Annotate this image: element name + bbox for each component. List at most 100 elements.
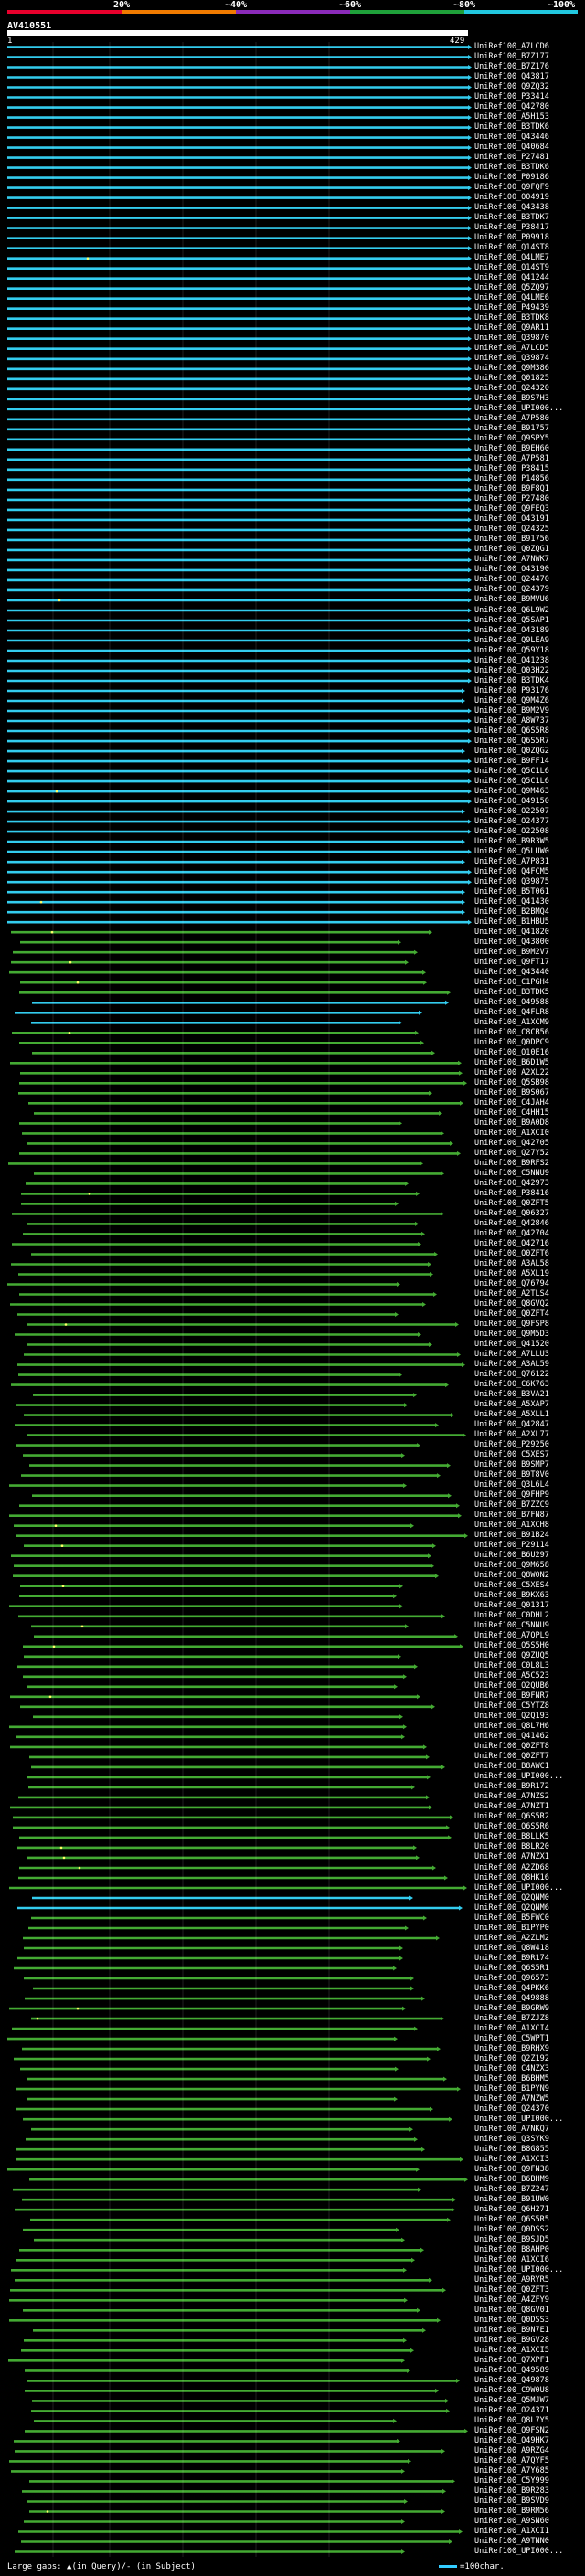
hit-label[interactable]: UniRef100_Q9M5D3 bbox=[474, 1330, 549, 1339]
hit-label[interactable]: UniRef100_Q42973 bbox=[474, 1178, 549, 1188]
hit-label[interactable]: UniRef100_C8CB56 bbox=[474, 1027, 549, 1037]
hit-label[interactable]: UniRef100_B8LLK5 bbox=[474, 1832, 549, 1842]
hit-label[interactable]: UniRef100_UPI000... bbox=[474, 1882, 564, 1892]
hit-label[interactable]: UniRef100_Q2Q193 bbox=[474, 1712, 549, 1722]
hit-label[interactable]: UniRef100_Q39874 bbox=[474, 354, 549, 364]
hit-label[interactable]: UniRef100_Q6S5R1 bbox=[474, 1963, 549, 1973]
hit-label[interactable]: UniRef100_Q49878 bbox=[474, 2375, 549, 2385]
hit-label[interactable]: UniRef100_Q39875 bbox=[474, 876, 549, 886]
hit-label[interactable]: UniRef100_P38416 bbox=[474, 1188, 549, 1198]
hit-label[interactable]: UniRef100_C5XES4 bbox=[474, 1581, 549, 1591]
hit-label[interactable]: UniRef100_UPI000... bbox=[474, 2114, 564, 2124]
hit-label[interactable]: UniRef100_O49588 bbox=[474, 997, 549, 1007]
hit-label[interactable]: UniRef100_Q5C1L6 bbox=[474, 776, 549, 786]
hit-label[interactable]: UniRef100_Q14ST8 bbox=[474, 243, 549, 253]
hit-label[interactable]: UniRef100_Q6S5R2 bbox=[474, 1812, 549, 1822]
hit-label[interactable]: UniRef100_C5NNU9 bbox=[474, 1621, 549, 1631]
hit-label[interactable]: UniRef100_C6K763 bbox=[474, 1380, 549, 1390]
hit-label[interactable]: UniRef100_B9F8Q1 bbox=[474, 484, 549, 494]
hit-label[interactable]: UniRef100_Q4PKK6 bbox=[474, 1983, 549, 1993]
hit-label[interactable]: UniRef100_Q76122 bbox=[474, 1370, 549, 1380]
hit-label[interactable]: UniRef100_A7NWK7 bbox=[474, 555, 549, 565]
hit-label[interactable]: UniRef100_B9GV28 bbox=[474, 2335, 549, 2345]
hit-label[interactable]: UniRef100_Q0ZFT5 bbox=[474, 1198, 549, 1208]
hit-label[interactable]: UniRef100_Q4LME7 bbox=[474, 253, 549, 263]
hit-label[interactable]: UniRef100_Q06327 bbox=[474, 1208, 549, 1218]
hit-label[interactable]: UniRef100_A9RYR5 bbox=[474, 2274, 549, 2284]
hit-label[interactable]: UniRef100_B91B24 bbox=[474, 1531, 549, 1541]
hit-label[interactable]: UniRef100_C5WPT1 bbox=[474, 2033, 549, 2043]
hit-label[interactable]: UniRef100_A5C523 bbox=[474, 1671, 549, 1681]
hit-label[interactable]: UniRef100_B9FF14 bbox=[474, 756, 549, 766]
hit-label[interactable]: UniRef100_C4NZX3 bbox=[474, 2063, 549, 2073]
hit-label[interactable]: UniRef100_Q40684 bbox=[474, 143, 549, 153]
hit-label[interactable]: UniRef100_B9EH60 bbox=[474, 444, 549, 454]
hit-label[interactable]: UniRef100_Q8HK16 bbox=[474, 1872, 549, 1882]
hit-label[interactable]: UniRef100_Q8GV01 bbox=[474, 2305, 549, 2315]
hit-label[interactable]: UniRef100_C4JAH4 bbox=[474, 1097, 549, 1108]
hit-label[interactable]: UniRef100_O49150 bbox=[474, 796, 549, 806]
hit-label[interactable]: UniRef100_Q9FSN2 bbox=[474, 2425, 549, 2435]
hit-label[interactable]: UniRef100_A4ZFY9 bbox=[474, 2295, 549, 2305]
hit-label[interactable]: UniRef100_Q5C1L6 bbox=[474, 766, 549, 776]
hit-label[interactable]: UniRef100_C9W0U8 bbox=[474, 2385, 549, 2395]
hit-label[interactable]: UniRef100_Q9M4Z6 bbox=[474, 695, 549, 705]
hit-label[interactable]: UniRef100_A2XL77 bbox=[474, 1430, 549, 1440]
hit-label[interactable]: UniRef100_B5T061 bbox=[474, 886, 549, 896]
hit-label[interactable]: UniRef100_UPI000... bbox=[474, 404, 564, 414]
hit-label[interactable]: UniRef100_Q24379 bbox=[474, 585, 549, 595]
hit-label[interactable]: UniRef100_B9RFS2 bbox=[474, 1158, 549, 1168]
hit-label[interactable]: UniRef100_C5Y999 bbox=[474, 2475, 549, 2486]
hit-label[interactable]: UniRef100_P27481 bbox=[474, 153, 549, 163]
hit-label[interactable]: UniRef100_P09186 bbox=[474, 173, 549, 183]
hit-label[interactable]: UniRef100_Q0ZFT3 bbox=[474, 2284, 549, 2295]
hit-label[interactable]: UniRef100_Q8GVQ2 bbox=[474, 1299, 549, 1309]
hit-label[interactable]: UniRef100_B7FN87 bbox=[474, 1511, 549, 1521]
hit-label[interactable]: UniRef100_B8G855 bbox=[474, 2144, 549, 2154]
hit-label[interactable]: UniRef100_B7ZJZ8 bbox=[474, 2013, 549, 2023]
hit-label[interactable]: UniRef100_Q10E16 bbox=[474, 1047, 549, 1057]
hit-label[interactable]: UniRef100_Q9AR11 bbox=[474, 323, 549, 334]
hit-label[interactable]: UniRef100_B9A0D8 bbox=[474, 1118, 549, 1128]
hit-label[interactable]: UniRef100_Q42704 bbox=[474, 1228, 549, 1238]
hit-label[interactable]: UniRef100_B91UW0 bbox=[474, 2194, 549, 2204]
hit-label[interactable]: UniRef100_B9N7E1 bbox=[474, 2325, 549, 2335]
hit-label[interactable]: UniRef100_C5XES7 bbox=[474, 1450, 549, 1460]
hit-label[interactable]: UniRef100_B9R172 bbox=[474, 1782, 549, 1792]
hit-label[interactable]: UniRef100_B1HBU5 bbox=[474, 917, 549, 927]
hit-label[interactable]: UniRef100_Q0ZFT6 bbox=[474, 1249, 549, 1258]
hit-label[interactable]: UniRef100_O43190 bbox=[474, 565, 549, 575]
hit-label[interactable]: UniRef100_A5XLL1 bbox=[474, 1410, 549, 1420]
hit-label[interactable]: UniRef100_Q0ZFT4 bbox=[474, 1309, 549, 1319]
hit-label[interactable]: UniRef100_B9M2V9 bbox=[474, 705, 549, 716]
hit-label[interactable]: UniRef100_A7P581 bbox=[474, 454, 549, 464]
hit-label[interactable]: UniRef100_B3TDK5 bbox=[474, 987, 549, 997]
hit-label[interactable]: UniRef100_C5YTZ8 bbox=[474, 1701, 549, 1712]
hit-label[interactable]: UniRef100_Q96573 bbox=[474, 1973, 549, 1983]
hit-label[interactable]: UniRef100_A5XL19 bbox=[474, 1269, 549, 1278]
hit-label[interactable]: UniRef100_B7Z176 bbox=[474, 62, 549, 71]
hit-label[interactable]: UniRef100_A1XCI5 bbox=[474, 2345, 549, 2355]
hit-label[interactable]: UniRef100_A7NZX1 bbox=[474, 1852, 549, 1862]
hit-label[interactable]: UniRef100_Q49HK7 bbox=[474, 2435, 549, 2445]
hit-label[interactable]: UniRef100_A2XL22 bbox=[474, 1067, 549, 1077]
hit-label[interactable]: UniRef100_A2ZD68 bbox=[474, 1862, 549, 1872]
hit-label[interactable]: UniRef100_Q41520 bbox=[474, 1340, 549, 1349]
hit-label[interactable]: UniRef100_A8W737 bbox=[474, 716, 549, 726]
hit-label[interactable]: UniRef100_Q49888 bbox=[474, 1993, 549, 2003]
hit-label[interactable]: UniRef100_O41238 bbox=[474, 655, 549, 665]
hit-label[interactable]: UniRef100_P33414 bbox=[474, 92, 549, 101]
hit-label[interactable]: UniRef100_A7NZT1 bbox=[474, 1802, 549, 1812]
hit-label[interactable]: UniRef100_Q9ZUQ5 bbox=[474, 1651, 549, 1661]
hit-label[interactable]: UniRef100_Q42716 bbox=[474, 1239, 549, 1248]
hit-label[interactable]: UniRef100_Q39870 bbox=[474, 334, 549, 344]
hit-label[interactable]: UniRef100_A1XCI1 bbox=[474, 2527, 549, 2536]
hit-label[interactable]: UniRef100_A7NKQ7 bbox=[474, 2124, 549, 2134]
hit-label[interactable]: UniRef100_Q01825 bbox=[474, 374, 549, 384]
hit-label[interactable]: UniRef100_O22508 bbox=[474, 826, 549, 836]
hit-label[interactable]: UniRef100_Q43440 bbox=[474, 967, 549, 977]
hit-label[interactable]: UniRef100_A7P831 bbox=[474, 856, 549, 866]
hit-label[interactable]: UniRef100_Q6S5R7 bbox=[474, 736, 549, 746]
hit-label[interactable]: UniRef100_Q27Y52 bbox=[474, 1148, 549, 1158]
hit-label[interactable]: UniRef100_A2ZLM2 bbox=[474, 1933, 549, 1943]
